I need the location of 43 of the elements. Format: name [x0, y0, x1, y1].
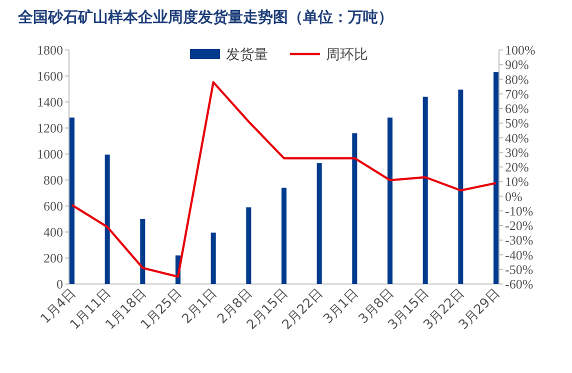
y-tick-label: 1800	[37, 42, 63, 58]
y2-tick-label: 20%	[505, 160, 529, 174]
y2-tick-label: -30%	[505, 232, 534, 248]
bar	[352, 133, 358, 284]
y2-tick-label: 0%	[505, 188, 522, 204]
y-tick-label: 1600	[37, 68, 63, 84]
y2-tick-label: 70%	[505, 86, 529, 102]
y-tick-label: 1000	[37, 146, 63, 162]
bar	[246, 207, 252, 284]
y2-tick-label: -40%	[505, 247, 534, 262]
y-tick-label: 0	[56, 276, 63, 292]
y-tick-label: 1200	[37, 120, 63, 136]
y2-tick-label: 40%	[505, 130, 529, 146]
bar	[282, 188, 286, 284]
bar	[316, 163, 322, 284]
bar	[422, 96, 428, 284]
y2-tick-label: -50%	[505, 262, 534, 277]
y-tick-label: 400	[44, 224, 63, 240]
y2-tick-label: 80%	[505, 72, 529, 87]
y2-tick-label: 60%	[505, 101, 529, 116]
y-tick-label: 600	[44, 198, 63, 214]
bar	[104, 154, 110, 284]
chart-title: 全国砂石矿山样本企业周度发货量走势图（单位：万吨）	[17, 8, 393, 26]
bar	[388, 118, 392, 284]
bar	[140, 219, 146, 284]
y2-tick-label: 30%	[505, 144, 529, 160]
y-tick-label: 200	[44, 250, 63, 266]
y-tick-label: 800	[44, 172, 63, 188]
y-tick-label: 1400	[37, 94, 63, 110]
bar	[210, 232, 216, 284]
y2-tick-label: -60%	[505, 276, 534, 292]
y2-tick-label: -10%	[505, 203, 534, 218]
bar	[70, 118, 74, 284]
legend-label: 周环比	[326, 47, 368, 63]
legend-label: 发货量	[226, 47, 268, 63]
y2-tick-label: 50%	[505, 116, 529, 131]
line-series	[70, 81, 498, 278]
bar	[494, 72, 498, 284]
y2-tick-label: 10%	[505, 174, 529, 190]
y2-tick-label: -20%	[505, 218, 534, 233]
y2-tick-label: 90%	[505, 57, 529, 72]
bar	[458, 90, 464, 284]
y2-tick-label: 100%	[505, 42, 536, 58]
